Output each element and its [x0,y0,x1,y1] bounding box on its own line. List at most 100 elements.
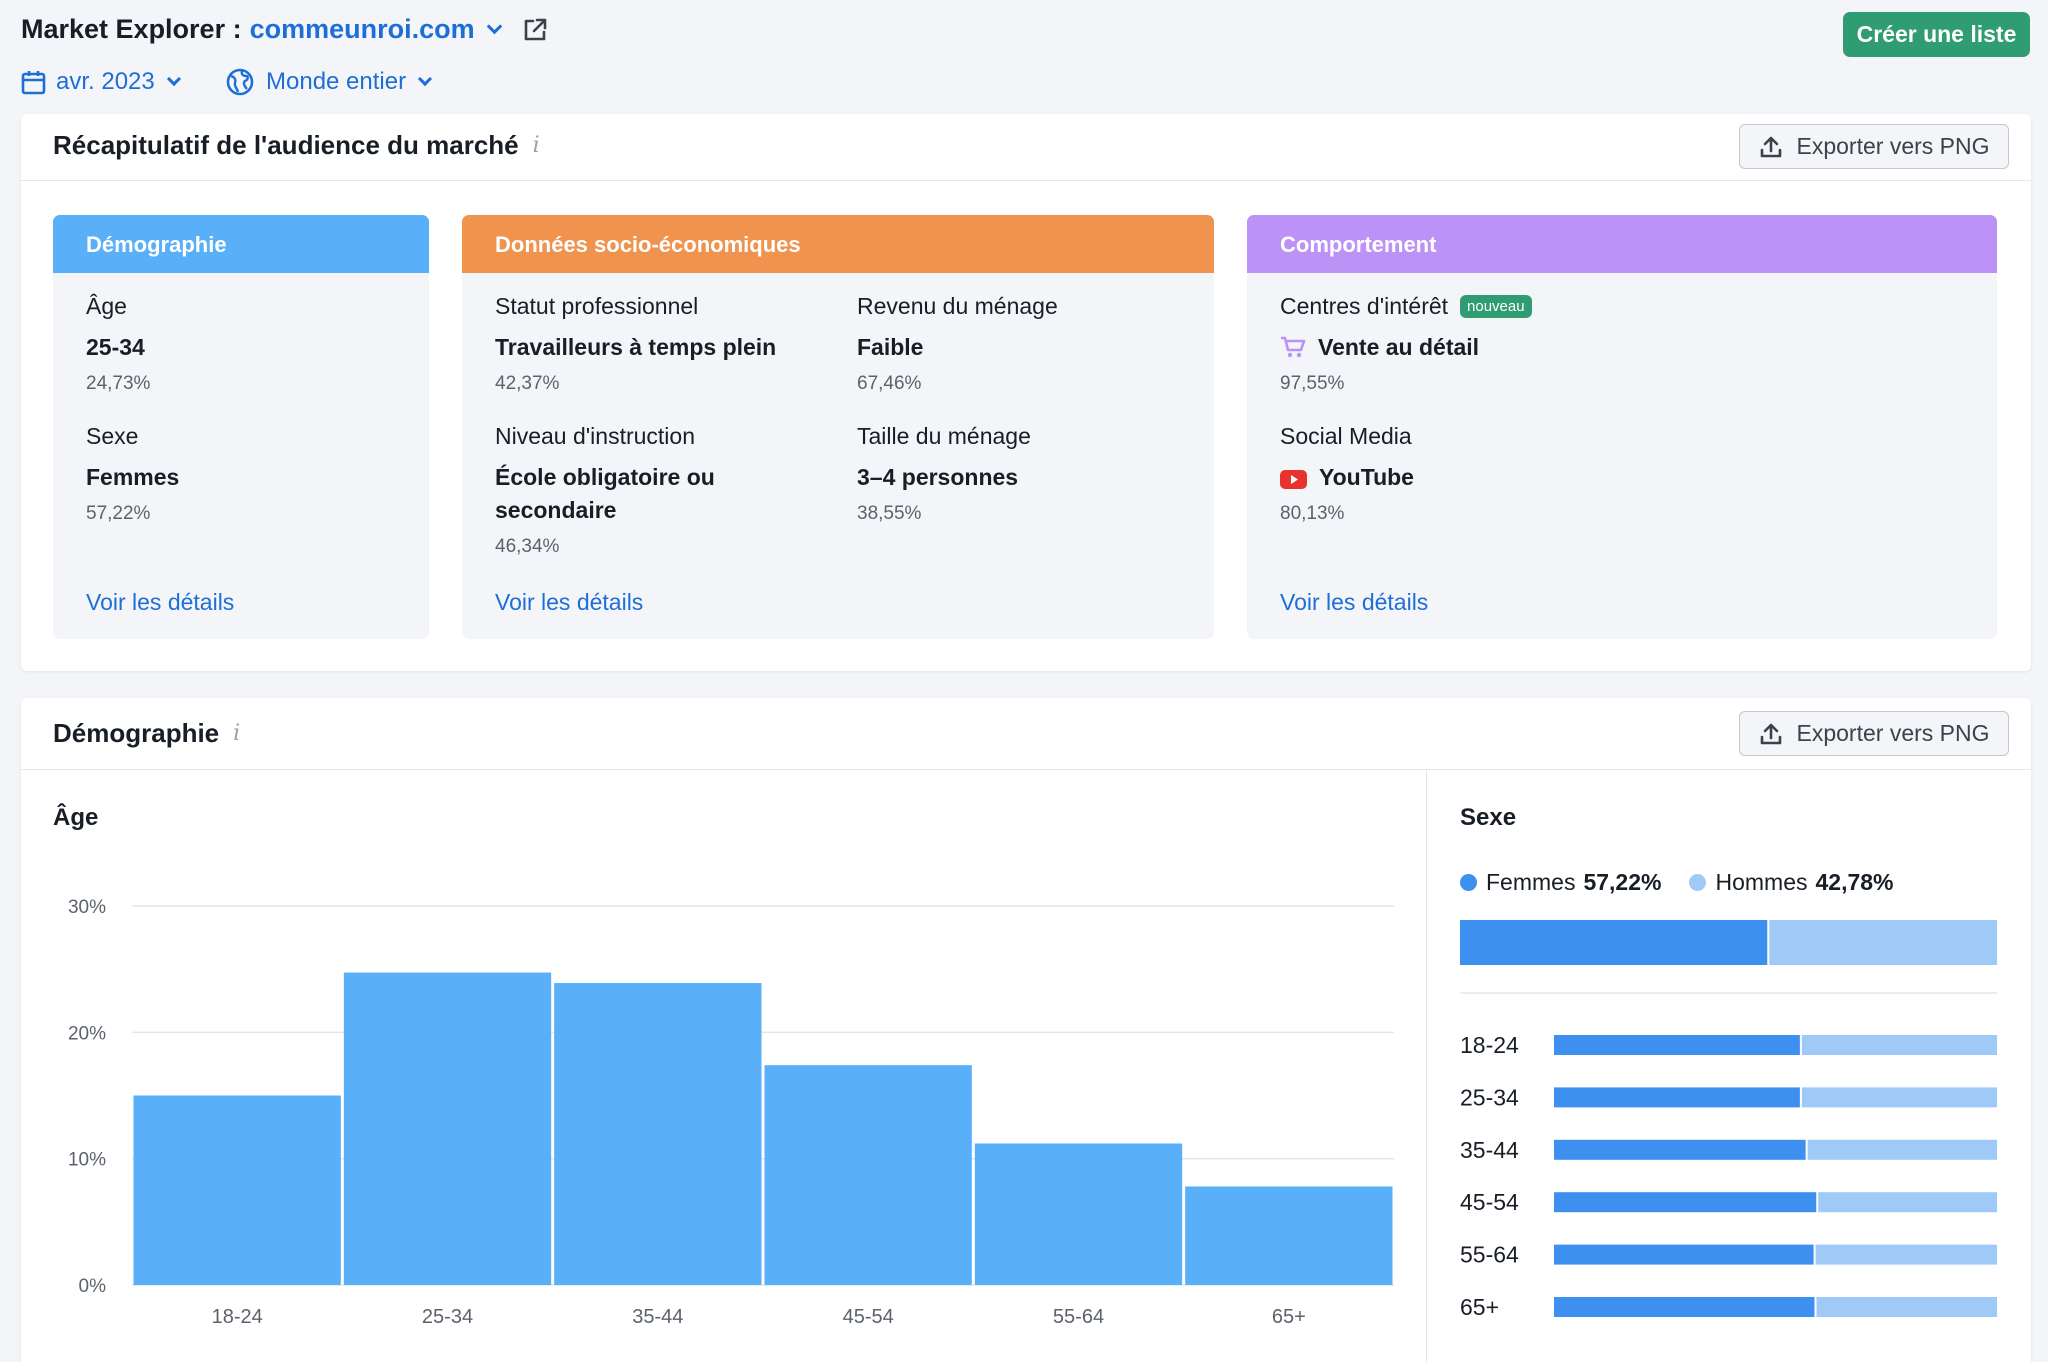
instruction-label: Niveau d'instruction [495,423,695,449]
y-tick-label: 30% [68,897,106,918]
page-header: Market Explorer : commeunroi.com Créer u… [0,0,2048,114]
panel-header: Comportement [1247,215,1997,273]
demographie-details-link[interactable]: Voir les détails [86,589,235,615]
taille-value: 3–4 personnes [857,464,1019,490]
hommes-legend-pct: 42,78% [1815,869,1894,895]
instruction-value: École obligatoire ou secondaire [495,464,715,523]
revenu-label: Revenu du ménage [857,293,1058,319]
external-link-icon[interactable] [522,17,548,43]
info-icon[interactable]: i [532,133,540,158]
statut-value: Travailleurs à temps plein [495,334,777,360]
interet-label: Centres d'intérêt nouveau [1280,293,1532,320]
upload-icon [1760,136,1781,157]
calendar-icon [21,70,46,94]
page-title: Market Explorer : commeunroi.com [21,14,548,45]
age-value: 25-34 [86,334,145,360]
overall-femmes-bar[interactable] [1460,920,1768,965]
age-bar[interactable] [554,983,762,1285]
sexe-pct: 57,22% [86,503,151,524]
femmes-legend-label: Femmes [1486,869,1576,895]
femmes-legend-pct: 57,22% [1583,869,1662,895]
instruction-pct: 46,34% [495,536,560,557]
age-group-label: 35-44 [1460,1137,1519,1163]
x-tick-label: 55-64 [1053,1306,1104,1328]
domain-selector[interactable]: commeunroi.com [249,14,475,44]
divider [21,180,2031,181]
sexe-value: Femmes [86,464,180,490]
demographics-card-title: Démographie i [53,718,241,748]
hommes-segment[interactable] [1818,1192,1997,1213]
interet-value-row: Vente au détail [1280,331,1479,364]
summary-card-title: Récapitulatif de l'audience du marché i [53,130,540,160]
comportement-panel: Comportement Centres d'intérêt nouveau Ve… [1247,215,1997,639]
age-bar[interactable] [343,972,552,1285]
revenu-value: Faible [857,334,924,360]
femmes-segment[interactable] [1554,1244,1814,1265]
statut-pct: 42,37% [495,373,560,394]
globe-icon [226,68,254,96]
overall-hommes-bar[interactable] [1769,920,1997,965]
age-bar[interactable] [1185,1186,1393,1285]
export-png-button[interactable]: Exporter vers PNG [1739,124,2009,169]
social-pct: 80,13% [1280,503,1345,524]
x-tick-label: 65+ [1272,1306,1306,1328]
age-group-label: 18-24 [1460,1032,1519,1058]
age-group-label: 25-34 [1460,1084,1519,1110]
femmes-segment[interactable] [1554,1297,1815,1317]
hommes-segment[interactable] [1815,1244,1997,1265]
y-tick-label: 10% [68,1150,106,1171]
export-png-button[interactable]: Exporter vers PNG [1739,711,2009,756]
upload-icon [1760,723,1781,744]
age-bar[interactable] [974,1143,1183,1285]
demographie-panel: Démographie Âge 25-34 24,73% Sexe Femmes… [53,215,429,639]
date-filter-label: avr. 2023 [56,68,155,95]
statut-label: Statut professionnel [495,293,699,319]
region-filter-label: Monde entier [266,68,407,95]
age-group-label: 45-54 [1460,1189,1519,1215]
gender-split-chart: 18-24 25-34 35-44 45-54 55-64 65+ [1460,920,1997,1320]
app-title: Market Explorer : [21,14,242,44]
hommes-segment[interactable] [1816,1297,1997,1317]
x-tick-label: 18-24 [212,1306,263,1328]
y-tick-label: 0% [79,1276,107,1297]
revenu-pct: 67,46% [857,373,922,394]
hommes-segment[interactable] [1801,1087,1997,1108]
interet-pct: 97,55% [1280,373,1345,394]
age-bar[interactable] [133,1095,341,1286]
gender-legend: Femmes 57,22% Hommes 42,78% [1460,869,1894,896]
y-tick-label: 20% [68,1023,106,1044]
date-filter[interactable]: avr. 2023 [21,68,181,96]
age-bar[interactable] [764,1065,972,1285]
age-group-label: 55-64 [1460,1242,1519,1268]
sexe-chart-title: Sexe [1460,804,1517,831]
chevron-down-icon [418,71,433,87]
chevron-down-icon[interactable] [486,18,502,35]
age-group-label: 65+ [1460,1294,1499,1320]
shopping-cart-icon [1281,336,1306,358]
femmes-segment[interactable] [1554,1192,1817,1213]
new-badge: nouveau [1460,295,1532,318]
social-label: Social Media [1280,423,1412,449]
chevron-down-icon [166,71,181,87]
age-pct: 24,73% [86,373,151,394]
comportement-details-link[interactable]: Voir les détails [1280,589,1429,615]
x-tick-label: 35-44 [632,1306,683,1328]
femmes-segment[interactable] [1554,1087,1800,1108]
femmes-dot [1460,874,1477,891]
hommes-segment[interactable] [1801,1035,1997,1055]
divider [21,769,2031,770]
socio-details-link[interactable]: Voir les détails [495,589,644,615]
femmes-segment[interactable] [1554,1139,1806,1160]
socio-economic-panel: Données socio-économiques Statut profess… [462,215,1214,639]
femmes-segment[interactable] [1554,1035,1800,1055]
taille-pct: 38,55% [857,503,922,524]
age-label: Âge [86,293,127,319]
info-icon[interactable]: i [233,721,241,746]
x-tick-label: 25-34 [422,1306,473,1328]
x-tick-label: 45-54 [843,1306,894,1328]
social-value-row: YouTube [1280,461,1414,494]
region-filter[interactable]: Monde entier [226,68,433,96]
youtube-icon [1280,470,1307,489]
hommes-segment[interactable] [1807,1139,1997,1160]
create-list-button[interactable]: Créer une liste [1843,12,2030,57]
